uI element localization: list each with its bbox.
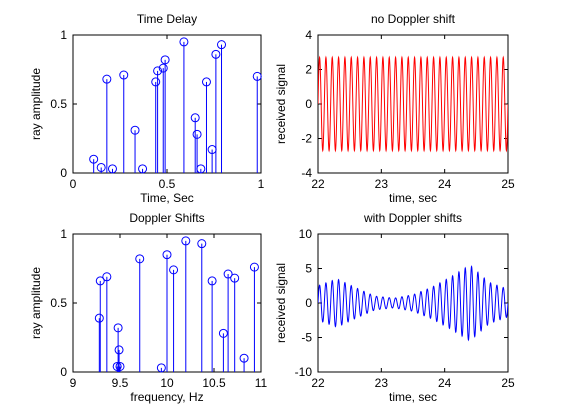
no-doppler-y-tick-label: -4 — [301, 166, 312, 180]
time-delay-stem-marker — [196, 164, 206, 174]
doppler-shifts-stem-marker — [94, 313, 104, 323]
with-doppler-signal-line — [318, 265, 508, 342]
with-doppler-xlabel: time, sec — [389, 390, 437, 404]
time-delay-axes: 0 0.5 1 0 0.5 1 Time Delay Time, Sec ray amplitu… — [29, 12, 265, 205]
doppler-shifts-stem-marker — [156, 363, 166, 373]
no-doppler-xlabel: time, sec — [389, 191, 437, 205]
doppler-shifts-x-tick-label: 10.5 — [202, 376, 226, 390]
doppler-shifts-stem-marker — [102, 272, 112, 282]
doppler-shifts-y-tick-label: 0.5 — [50, 296, 67, 310]
with-doppler-ylabel: received signal — [274, 263, 288, 343]
time-delay-stem-marker — [89, 154, 99, 164]
time-delay-stem-marker — [130, 125, 140, 135]
time-delay-x-tick-label: 0 — [70, 177, 77, 191]
with-doppler-y-tick-label: -5 — [301, 331, 312, 345]
time-delay-stem-marker — [102, 74, 112, 84]
time-delay-stem-marker — [201, 77, 211, 87]
doppler-shifts-stem-marker — [207, 276, 217, 286]
time-delay-stem-marker — [217, 40, 227, 50]
time-delay-y-tick-label: 1 — [60, 28, 67, 42]
doppler-shifts-title: Doppler Shifts — [129, 211, 204, 225]
doppler-shifts-y-tick-label: 1 — [60, 227, 67, 241]
time-delay-stem-marker — [158, 63, 168, 73]
doppler-shifts-ylabel: ray amplitude — [29, 267, 43, 339]
no-doppler-x-tick-label: 24 — [438, 177, 452, 191]
time-delay-stem-marker — [211, 49, 221, 59]
doppler-shifts-stem-marker — [197, 239, 207, 249]
doppler-shifts-x-tick-label: 9 — [70, 376, 77, 390]
doppler-shifts-stem-marker — [95, 276, 105, 286]
no-doppler-y-tick-label: 2 — [305, 63, 312, 77]
time-delay-stem-marker — [192, 129, 202, 139]
no-doppler-y-tick-label: 4 — [305, 28, 312, 42]
time-delay-x-tick-label: 1 — [258, 177, 265, 191]
doppler-shifts-stem-marker — [135, 254, 145, 264]
time-delay-y-tick-label: 0 — [60, 166, 67, 180]
doppler-shifts-xlabel: frequency, Hz — [130, 390, 203, 404]
doppler-shifts-stem-marker — [169, 265, 179, 275]
doppler-shifts-stem-marker — [239, 353, 249, 363]
with-doppler-x-tick-label: 23 — [375, 376, 389, 390]
doppler-shifts-stem-marker — [114, 345, 124, 355]
doppler-shifts-stem-marker — [115, 361, 125, 371]
with-doppler-x-tick-label: 25 — [501, 376, 515, 390]
time-delay-stem-marker — [138, 164, 148, 174]
time-delay-stem-marker — [179, 37, 189, 47]
time-delay-y-tick-label: 0.5 — [50, 97, 67, 111]
with-doppler-y-tick-label: 0 — [305, 296, 312, 310]
no-doppler-x-tick-label: 23 — [375, 177, 389, 191]
time-delay-stem-marker — [190, 113, 200, 123]
doppler-shifts-stem-marker — [162, 250, 172, 260]
no-doppler-y-tick-label: -2 — [301, 132, 312, 146]
doppler-shifts-x-tick-label: 10 — [160, 376, 174, 390]
doppler-shifts-stem-marker — [230, 273, 240, 283]
no-doppler-x-tick-label: 22 — [311, 177, 325, 191]
time-delay-stem-marker — [252, 71, 262, 81]
time-delay-stem-marker — [119, 70, 129, 80]
doppler-shifts-y-tick-label: 0 — [60, 365, 67, 379]
time-delay-plot-area — [72, 34, 262, 174]
time-delay-stem-marker — [160, 55, 170, 65]
time-delay-ylabel: ray amplitude — [29, 68, 43, 140]
with-doppler-axes: 22 23 24 25 -10 -5 0 5 10 with Doppler shifts time… — [274, 211, 515, 404]
doppler-shifts-stem-marker — [218, 328, 228, 338]
with-doppler-x-tick-label: 22 — [311, 376, 325, 390]
doppler-shifts-stem-marker — [249, 262, 259, 272]
doppler-shifts-axes: 9 9.5 10 10.5 11 0 0.5 1 Doppler Shifts frequency… — [29, 211, 268, 404]
time-delay-stem-marker — [153, 66, 163, 76]
doppler-shifts-stem-marker — [181, 236, 191, 246]
no-doppler-title: no Doppler shift — [371, 12, 456, 26]
no-doppler-x-tick-label: 25 — [501, 177, 515, 191]
with-doppler-title: with Doppler shifts — [363, 211, 462, 225]
time-delay-stem-marker — [151, 77, 161, 87]
doppler-shifts-stem-marker — [223, 269, 233, 279]
with-doppler-y-tick-label: -10 — [295, 365, 313, 379]
time-delay-x-tick-label: 0.5 — [159, 177, 176, 191]
with-doppler-y-tick-label: 10 — [299, 227, 313, 241]
with-doppler-x-tick-label: 24 — [438, 376, 452, 390]
time-delay-stem-marker — [96, 162, 106, 172]
doppler-shifts-stem-marker — [112, 361, 122, 371]
time-delay-title: Time Delay — [137, 12, 197, 26]
doppler-shifts-stem-marker — [113, 323, 123, 333]
doppler-shifts-x-tick-label: 9.5 — [112, 376, 129, 390]
time-delay-stem-marker — [107, 164, 117, 174]
no-doppler-signal-line — [318, 55, 508, 153]
doppler-shifts-x-tick-label: 11 — [255, 376, 268, 390]
time-delay-xlabel: Time, Sec — [140, 191, 194, 205]
with-doppler-y-tick-label: 5 — [305, 262, 312, 276]
no-doppler-ylabel: received signal — [274, 64, 288, 144]
no-doppler-y-tick-label: 0 — [305, 97, 312, 111]
